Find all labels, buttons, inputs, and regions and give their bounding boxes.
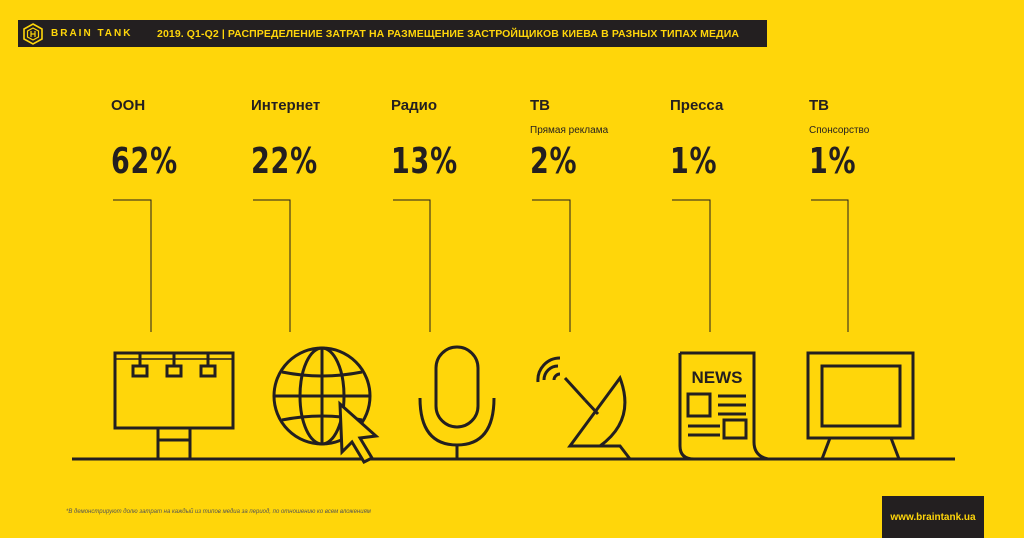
category-label: Радио xyxy=(391,97,438,114)
category-label: ООН xyxy=(111,97,146,114)
value-label: 1% xyxy=(670,141,718,182)
satellite-dish-icon xyxy=(536,356,632,460)
header-bar: BRAIN TANK 2019. Q1-Q2 | РАСПРЕДЕЛЕНИЕ З… xyxy=(18,20,767,47)
subcategory-label: Прямая реклама xyxy=(530,125,609,136)
newspaper-icon xyxy=(678,351,769,461)
value-label: 2% xyxy=(530,141,578,182)
brand-logo[interactable]: BRAIN TANK xyxy=(18,20,151,47)
value-label: 22% xyxy=(251,141,318,182)
connector-line xyxy=(811,199,849,332)
connector-lines xyxy=(113,199,849,332)
brain-tank-logo-icon xyxy=(23,22,43,45)
microphone-icon xyxy=(418,345,496,459)
tv-icon xyxy=(806,351,915,460)
category-label: ТВ xyxy=(809,97,829,114)
value-label: 62% xyxy=(111,141,178,182)
connector-line xyxy=(113,199,152,332)
globe-cursor-icon xyxy=(272,346,380,464)
value-label: 13% xyxy=(391,141,458,182)
connector-line xyxy=(532,199,571,332)
page-title: 2019. Q1-Q2 | РАСПРЕДЕЛЕНИЕ ЗАТРАТ НА РА… xyxy=(157,27,740,40)
connector-line xyxy=(253,199,291,332)
billboard-icon xyxy=(113,351,235,459)
value-label: 1% xyxy=(809,141,857,182)
subcategory-label: Спонсорство xyxy=(809,125,870,136)
category-label: ТВ xyxy=(530,97,550,114)
website-link[interactable]: www.braintank.ua xyxy=(882,496,984,538)
brand-name: BRAIN TANK xyxy=(51,28,133,39)
newspaper-text: NEWS xyxy=(692,368,743,387)
footnote: *В демонстрируют долю затрат на каждый и… xyxy=(66,509,371,515)
connector-line xyxy=(393,199,431,332)
category-label: Пресса xyxy=(670,97,724,114)
connector-line xyxy=(672,199,711,332)
category-label: Интернет xyxy=(251,97,321,114)
